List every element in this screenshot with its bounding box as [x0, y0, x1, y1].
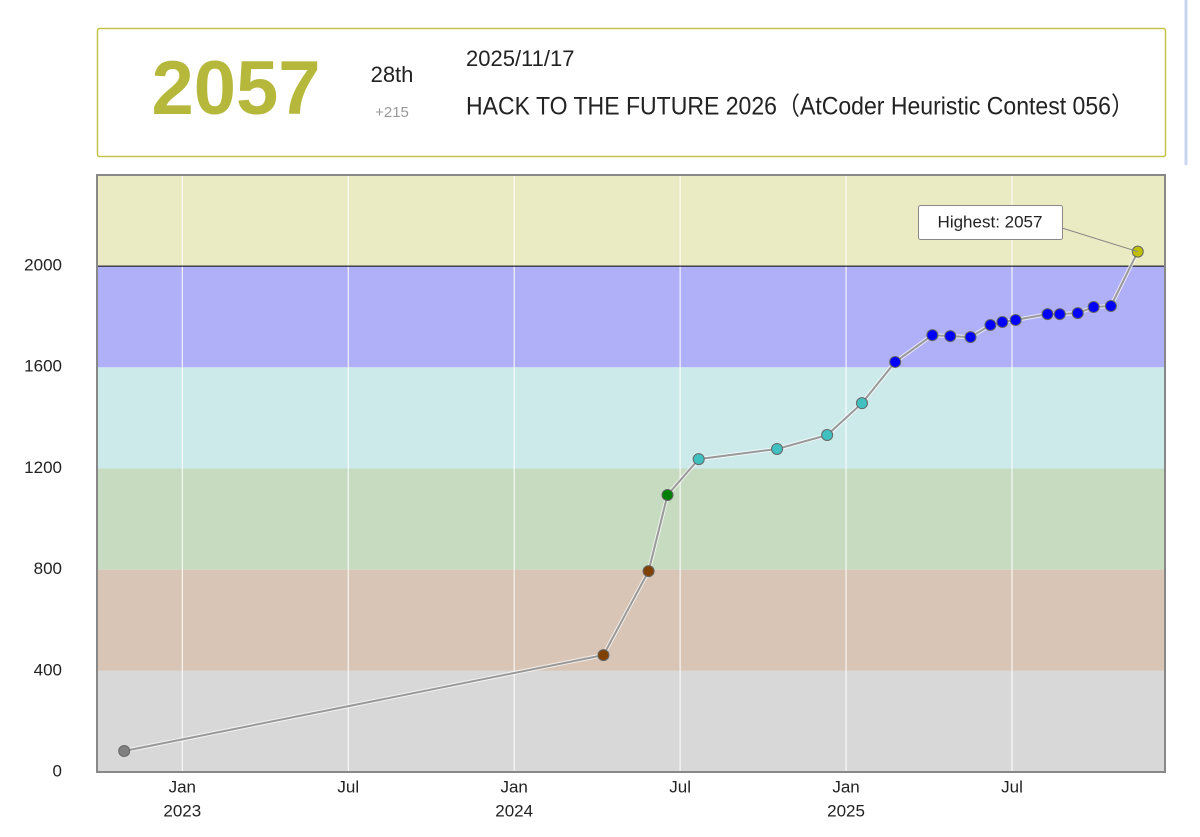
y-tick-label: 1200 [24, 458, 62, 477]
x-tick-label: Jul [1001, 777, 1023, 796]
rating-point [984, 319, 997, 332]
rating-diff: +215 [375, 104, 409, 121]
plot-border [96, 174, 1166, 773]
rating-point [964, 331, 977, 344]
annotation-pointer [1061, 227, 1138, 253]
rating-point [597, 649, 610, 662]
rating-point [661, 489, 674, 502]
x-tick-label: Jan [832, 777, 859, 796]
rating-point [944, 330, 957, 343]
rating-point [1071, 307, 1084, 320]
rating-point [996, 315, 1009, 328]
x-tick-label: Jul [669, 777, 691, 796]
rating-point [926, 329, 939, 342]
rating-point [642, 565, 655, 578]
x-tick-label: Jul [337, 777, 359, 796]
rating-point [821, 429, 834, 442]
header-box [96, 27, 1167, 158]
rating-point [771, 442, 784, 455]
rating-band [97, 266, 1165, 368]
y-tick-label: 400 [34, 660, 62, 679]
rating-point [1041, 308, 1054, 321]
rating-point [1009, 313, 1022, 326]
x-year-label: 2023 [163, 801, 201, 820]
rating-point [118, 745, 131, 758]
x-year-label: 2024 [495, 801, 533, 820]
annotation-box [918, 205, 1063, 240]
rating-band [97, 468, 1165, 570]
rating-band [97, 569, 1165, 671]
x-year-label: 2025 [827, 801, 865, 820]
x-tick-label: Jan [500, 777, 527, 796]
y-tick-label: 0 [53, 761, 62, 780]
rating-point [889, 355, 902, 368]
rating: 2057 [151, 46, 320, 131]
plot [97, 175, 1165, 772]
rating-point [1053, 308, 1066, 321]
contest-date: 2025/11/17 [466, 46, 574, 71]
y-tick-label: 800 [34, 559, 62, 578]
rating-point [1131, 245, 1144, 258]
rating-band [97, 367, 1165, 469]
annotation: Highest: 2057 [938, 212, 1043, 231]
rating-point [692, 453, 705, 466]
rating-point [1104, 300, 1117, 313]
rank: 28th [371, 62, 414, 87]
rating-band [97, 670, 1165, 772]
rating-point [855, 397, 868, 410]
contest-name: HACK TO THE FUTURE 2026（AtCoder Heuristi… [466, 93, 1134, 121]
y-tick-label: 2000 [24, 256, 62, 275]
y-tick-label: 1600 [24, 357, 62, 376]
x-tick-label: Jan [169, 777, 196, 796]
rating-point [1087, 301, 1100, 314]
